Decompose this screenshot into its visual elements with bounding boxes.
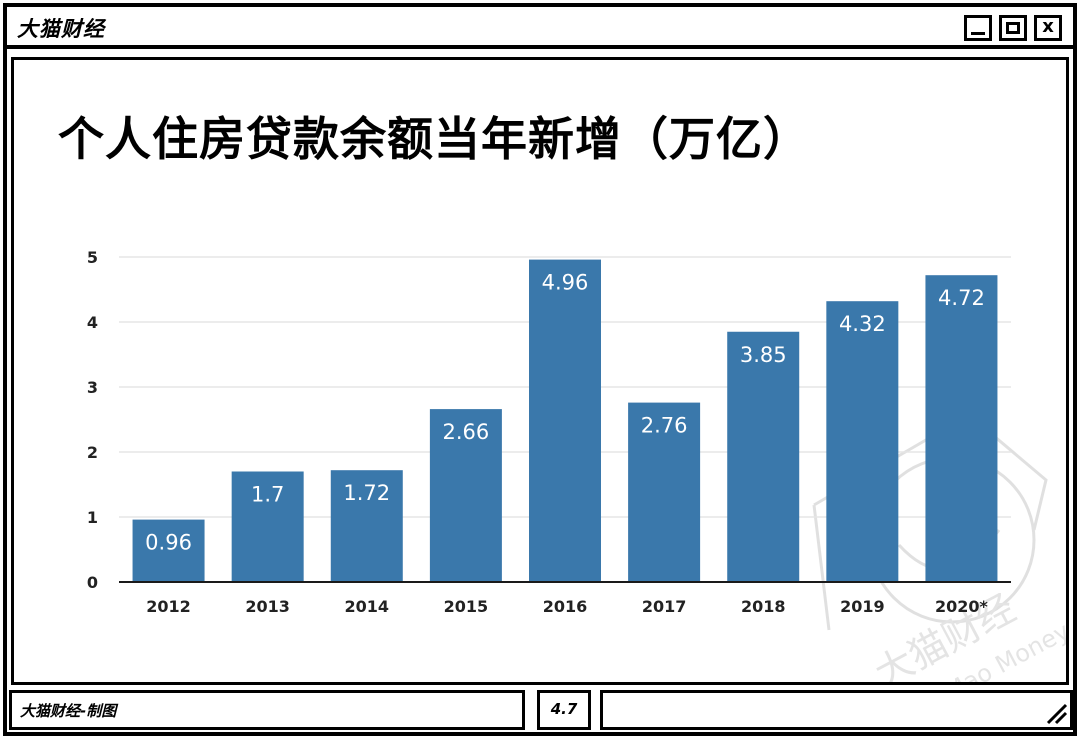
data-label: 4.72: [938, 286, 985, 310]
title-bar: 大猫财经 x: [7, 7, 1073, 49]
status-credit-box: 大猫财经-制图: [9, 690, 525, 730]
y-tick-label: 1: [87, 508, 98, 527]
maximize-button[interactable]: [999, 15, 1027, 41]
x-tick-label: 2018: [741, 597, 786, 616]
y-tick-label: 4: [87, 313, 98, 332]
data-label: 4.96: [542, 271, 589, 295]
data-label: 0.96: [145, 531, 192, 555]
status-bar: 大猫财经-制图 4.7: [7, 690, 1073, 732]
chart-title: 个人住房贷款余额当年新增（万亿）: [58, 112, 810, 166]
y-tick-label: 2: [87, 443, 98, 462]
x-tick-label: 2016: [543, 597, 588, 616]
y-tick-label: 5: [87, 248, 98, 267]
data-label: 3.85: [740, 343, 787, 367]
data-label: 1.7: [251, 483, 284, 507]
x-axis-ticks: 2012 2013 2014 2015 2016 2017 2018 2019 2020*: [146, 597, 988, 616]
x-tick-label: 2014: [345, 597, 390, 616]
bar-2014: [330, 470, 403, 582]
status-credit: 大猫财经-制图: [20, 702, 117, 720]
bar-2016: [529, 259, 601, 582]
bar-2019: [826, 301, 899, 582]
app-window: 大猫财经 x 个人住房贷款余额当年新增（万亿） 大猫财经 Da Mao Mone…: [3, 3, 1077, 736]
bar-2012: [132, 519, 205, 582]
y-tick-label: 3: [87, 378, 98, 397]
y-axis-ticks: 0 1 2 3 4 5: [87, 248, 98, 592]
bar-2018: [727, 331, 800, 582]
data-label: 2.76: [641, 414, 688, 438]
window-title: 大猫财经: [17, 17, 105, 41]
status-value-box: 4.7: [537, 690, 591, 730]
x-tick-label: 2017: [642, 597, 687, 616]
data-label: 4.32: [839, 312, 886, 336]
y-tick-label: 0: [87, 573, 98, 592]
x-tick-label: 2019: [840, 597, 885, 616]
close-button[interactable]: x: [1034, 15, 1062, 41]
status-value: 4.7: [550, 700, 578, 718]
minimize-button[interactable]: [964, 15, 992, 41]
bar-2013: [231, 471, 304, 582]
x-tick-label: 2015: [444, 597, 489, 616]
close-icon: x: [1042, 16, 1054, 37]
bar-2020: [925, 275, 998, 582]
resize-grip-icon[interactable]: [1042, 699, 1068, 725]
x-tick-label: 2013: [245, 597, 290, 616]
bars: [132, 259, 998, 582]
status-empty-box: [600, 690, 1073, 730]
data-labels: 0.96 1.7 1.72 2.66 4.96 2.76 3.85 4.32 4.72: [145, 271, 985, 555]
x-tick-label: 2020*: [935, 597, 989, 616]
bar-2015: [429, 409, 502, 582]
bar-2017: [628, 402, 701, 582]
data-label: 2.66: [443, 420, 490, 444]
data-label: 1.72: [343, 481, 390, 505]
x-tick-label: 2012: [146, 597, 191, 616]
